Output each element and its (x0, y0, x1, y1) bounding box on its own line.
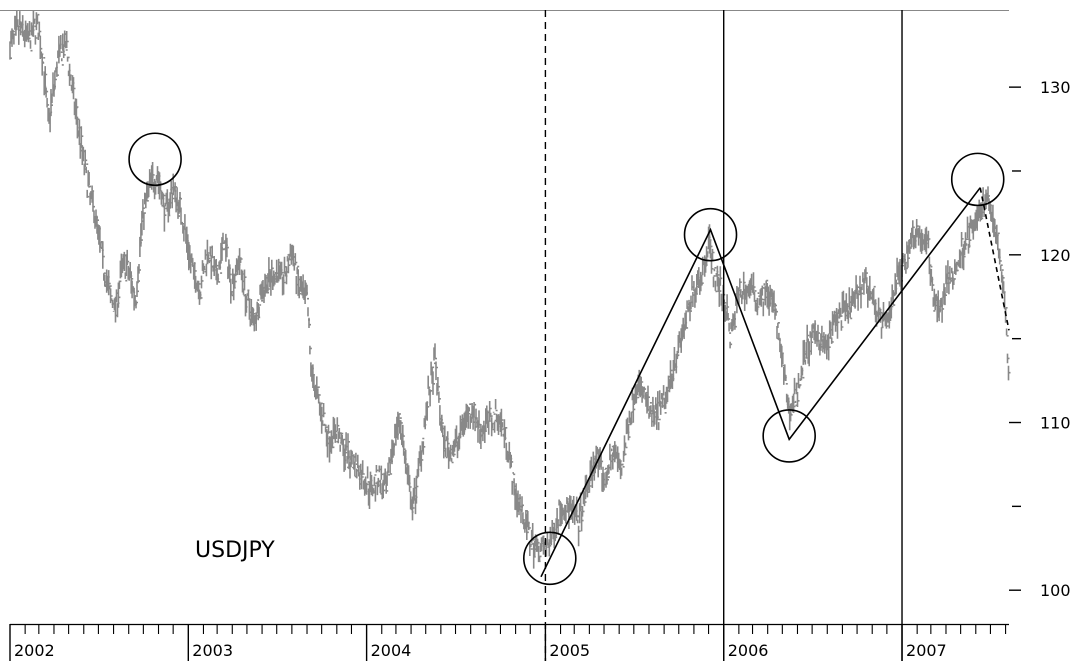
trend-line-0 (540, 187, 981, 578)
vertical-lines-layer (544, 10, 903, 661)
y-axis: 100 110 120 130 (1009, 78, 1071, 600)
y-tick-label: 130 (1040, 78, 1071, 97)
trend-lines-layer (540, 187, 1010, 578)
highlight-circle-2 (683, 207, 738, 262)
highlight-circle-4 (950, 152, 1005, 207)
highlight-circle-3 (762, 409, 816, 463)
y-tick-label: 120 (1040, 246, 1071, 265)
highlight-circle-0 (128, 132, 182, 187)
x-tick-label: 2002 (14, 641, 55, 660)
highlight-circle-1 (523, 531, 577, 586)
price-series-0 (9, 10, 1011, 569)
price-series-layer (9, 10, 1011, 569)
x-tick-label: 2004 (371, 641, 412, 660)
trend-line-1 (979, 187, 1010, 331)
circles-layer (128, 132, 1005, 586)
x-tick-label: 2003 (192, 641, 233, 660)
x-tick-label: 2007 (906, 641, 947, 660)
usdjpy-annotation: USDJPY (195, 538, 275, 563)
y-tick-label: 110 (1040, 414, 1071, 433)
x-tick-label: 2005 (549, 641, 590, 660)
x-axis: 2002 2003 2004 2005 2006 2007 (9, 623, 1009, 661)
x-tick-label: 2006 (728, 641, 769, 660)
y-tick-label: 100 (1040, 581, 1071, 600)
